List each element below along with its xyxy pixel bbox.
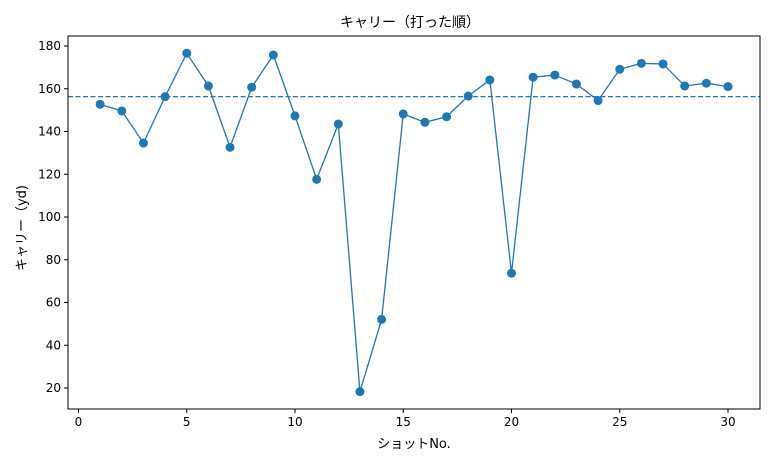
data-point: [658, 59, 668, 69]
data-point: [377, 314, 387, 324]
data-point: [182, 48, 192, 58]
chart-title: キャリー（打った順）: [340, 14, 480, 31]
y-tick-label: 80: [46, 253, 61, 267]
data-point: [485, 75, 495, 85]
x-tick-label: 10: [287, 415, 302, 429]
x-tick-label: 30: [720, 415, 735, 429]
data-point: [701, 78, 711, 88]
y-tick-label: 120: [38, 167, 61, 181]
y-tick-label: 100: [38, 210, 61, 224]
data-point: [420, 117, 430, 127]
data-point: [95, 99, 105, 109]
data-point: [160, 92, 170, 102]
x-tick-label: 5: [183, 415, 191, 429]
data-point: [225, 142, 235, 152]
y-tick-label: 180: [38, 39, 61, 53]
data-point: [442, 112, 452, 122]
data-point: [528, 72, 538, 82]
series-line: [99, 51, 729, 392]
y-tick-label: 140: [38, 125, 61, 139]
data-point: [571, 79, 581, 89]
data-point: [333, 119, 343, 129]
x-tick-label: 20: [504, 415, 519, 429]
x-tick-label: 15: [396, 415, 411, 429]
data-point: [203, 81, 213, 91]
data-point: [615, 64, 625, 74]
data-point: [723, 82, 733, 92]
x-tick-label: 0: [75, 415, 83, 429]
x-axis-label: ショットNo.: [377, 437, 451, 452]
data-point: [636, 58, 646, 68]
axes-frame: [67, 35, 761, 410]
y-tick-label: 40: [46, 338, 61, 352]
y-tick-label: 160: [38, 82, 61, 96]
data-point: [355, 387, 365, 397]
y-axis-label: キャリー（yd): [15, 185, 30, 271]
data-point: [593, 96, 603, 106]
data-point: [290, 111, 300, 121]
y-tick-label: 20: [46, 381, 61, 395]
data-point: [550, 70, 560, 80]
data-point: [680, 81, 690, 91]
data-point: [463, 91, 473, 101]
y-tick-label: 60: [46, 296, 61, 310]
data-point: [138, 138, 148, 148]
x-tick-label: 25: [612, 415, 627, 429]
data-point: [268, 50, 278, 60]
data-point: [247, 82, 257, 92]
plot-area: 0 5 10 15 20 25 30 20 40 60 80 100 120 140 160 180: [38, 35, 761, 429]
data-point: [507, 268, 516, 278]
data-point: [312, 174, 322, 184]
data-point: [398, 109, 408, 119]
data-point: [117, 106, 127, 116]
